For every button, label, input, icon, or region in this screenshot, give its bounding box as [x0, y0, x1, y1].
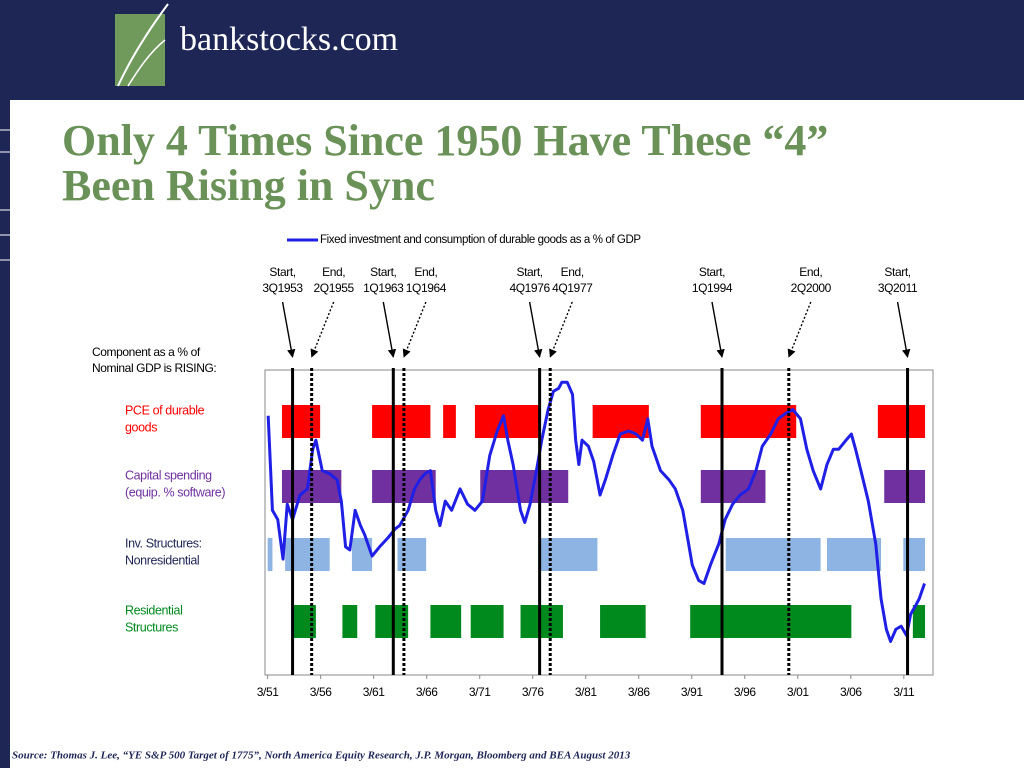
period-bar: [520, 605, 563, 638]
event-arrow: [549, 301, 573, 358]
x-tick-label: 3/71: [469, 685, 491, 699]
event-label: End,: [414, 265, 437, 279]
x-tick-label: 3/66: [416, 685, 438, 699]
period-bar: [700, 405, 797, 438]
event-arrow: [528, 301, 543, 358]
period-bar: [443, 405, 456, 438]
x-tick-label: 3/86: [628, 685, 650, 699]
event-date: 3Q2011: [878, 281, 918, 295]
slide-title: Only 4 Times Since 1950 Have These “4”: [62, 116, 828, 165]
plot-frame: [264, 369, 934, 676]
period-bar: [342, 605, 358, 638]
x-tick-label: 3/81: [575, 685, 597, 699]
event-arrow: [281, 301, 296, 358]
x-tick-label: 3/61: [363, 685, 385, 699]
period-bar: [292, 605, 316, 638]
period-bar: [600, 605, 646, 638]
period-bar: [430, 605, 462, 638]
event-label: Start,: [269, 265, 295, 279]
period-bar: [912, 605, 926, 638]
annotation: Component as a % of: [92, 345, 201, 359]
slide-title: Been Rising in Sync: [62, 161, 435, 210]
event-date: 1Q1964: [406, 281, 447, 295]
period-bar: [884, 470, 926, 503]
x-tick-label: 3/76: [522, 685, 544, 699]
x-tick-label: 3/11: [893, 685, 915, 699]
event-label: Start,: [370, 265, 396, 279]
annotation: Nominal GDP is RISING:: [92, 361, 216, 375]
period-bar: [267, 538, 273, 571]
row-label: goods: [125, 420, 157, 434]
period-bar: [372, 405, 431, 438]
x-tick-label: 3/91: [681, 685, 703, 699]
event-arrow: [310, 301, 335, 358]
period-bar: [480, 470, 569, 503]
event-arrow: [382, 301, 397, 358]
event-arrow: [896, 301, 911, 358]
period-bar: [690, 605, 852, 638]
event-arrow: [787, 301, 812, 358]
period-bar: [725, 538, 821, 571]
period-bar: [877, 405, 926, 438]
event-label: Start,: [699, 265, 725, 279]
data-line: [266, 380, 926, 643]
legend-label: Fixed investment and consumption of dura…: [320, 234, 641, 246]
row-label: Structures: [125, 620, 178, 634]
row-label: Residential: [125, 603, 182, 617]
event-date: 1Q1963: [363, 281, 404, 295]
source: Source: Thomas J. Lee, “YE S&P 500 Targe…: [12, 750, 631, 762]
period-bar: [281, 405, 321, 438]
row-label: PCE of durable: [125, 403, 205, 417]
event-date: 4Q1976: [509, 281, 550, 295]
event-arrow: [402, 301, 427, 358]
x-tick-label: 3/96: [734, 685, 756, 699]
period-bar: [351, 538, 373, 571]
x-tick-label: 3/56: [310, 685, 332, 699]
row-label: Inv. Structures:: [125, 536, 202, 550]
logo: [115, 3, 169, 87]
event-arrow: [711, 301, 725, 358]
row-label: Nonresidential: [125, 553, 199, 567]
margin-ticks: [0, 129, 20, 261]
period-bar: [826, 538, 882, 571]
brand: bankstocks.com: [180, 21, 398, 58]
event-date: 4Q1977: [552, 281, 593, 295]
event-label: Start,: [884, 265, 910, 279]
banner: [0, 0, 1024, 100]
x-tick-label: 3/06: [840, 685, 862, 699]
period-bar: [470, 605, 504, 638]
event-label: Start,: [516, 265, 542, 279]
x-tick-label: 3/51: [257, 685, 279, 699]
period-bar: [397, 538, 427, 571]
event-date: 2Q2000: [791, 281, 832, 295]
event-label: End,: [799, 265, 822, 279]
row-label: Capital spending: [125, 468, 212, 482]
event-label: End,: [322, 265, 345, 279]
event-date: 3Q1953: [262, 281, 303, 295]
event-date: 2Q1955: [313, 281, 354, 295]
event-date: 1Q1994: [692, 281, 733, 295]
row-label: (equip. % software): [125, 485, 225, 499]
event-label: End,: [561, 265, 584, 279]
x-tick-label: 3/01: [787, 685, 809, 699]
